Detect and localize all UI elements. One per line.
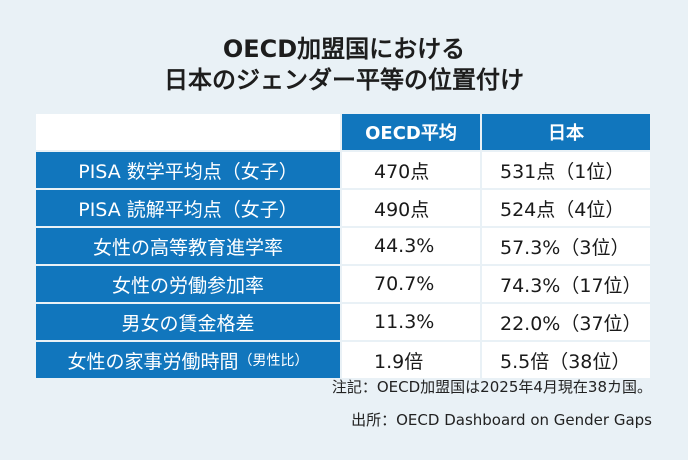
header-oecd-average: OECD平均	[340, 114, 480, 150]
table-row: PISA 数学平均点（女子） 470点 531点（1位）	[36, 152, 650, 190]
table-header-row: OECD平均 日本	[36, 114, 650, 152]
table-row: 男女の賃金格差 11.3% 22.0%（37位）	[36, 304, 650, 342]
row-label-text: 女性の労働参加率	[111, 274, 264, 297]
japan-value: 74.3%（17位）	[480, 266, 650, 302]
row-label-text: PISA 読解平均点（女子）	[78, 198, 298, 221]
row-label: 女性の労働参加率	[36, 266, 340, 302]
table-row: PISA 読解平均点（女子） 490点 524点（4位）	[36, 190, 650, 228]
row-label: 女性の家事労働時間 （男性比）	[36, 342, 340, 378]
footnote-note: 注記：OECD加盟国は2025年4月現在38カ国。	[331, 378, 652, 396]
row-label-text: PISA 数学平均点（女子）	[78, 160, 298, 183]
oecd-value: 470点	[340, 152, 480, 188]
row-label-text: 女性の高等教育進学率	[92, 236, 283, 259]
oecd-value: 44.3%	[340, 228, 480, 264]
japan-value: 531点（1位）	[480, 152, 650, 188]
table-row: 女性の高等教育進学率 44.3% 57.3%（3位）	[36, 228, 650, 266]
oecd-value: 490点	[340, 190, 480, 226]
header-japan: 日本	[480, 114, 650, 150]
row-label-text: 女性の家事労働時間	[67, 350, 239, 373]
row-label: 男女の賃金格差	[36, 304, 340, 340]
title-line-1: OECD加盟国における	[222, 35, 466, 63]
japan-value: 57.3%（3位）	[480, 228, 650, 264]
row-label: 女性の高等教育進学率	[36, 228, 340, 264]
table-row: 女性の労働参加率 70.7% 74.3%（17位）	[36, 266, 650, 304]
row-label: PISA 読解平均点（女子）	[36, 190, 340, 226]
oecd-value: 70.7%	[340, 266, 480, 302]
table-row: 女性の家事労働時間 （男性比） 1.9倍 5.5倍（38位）	[36, 342, 650, 378]
comparison-table: OECD平均 日本 PISA 数学平均点（女子） 470点 531点（1位） P…	[36, 114, 650, 378]
japan-value: 524点（4位）	[480, 190, 650, 226]
row-label-suffix: （男性比）	[238, 353, 309, 369]
japan-value: 22.0%（37位）	[480, 304, 650, 340]
row-label-text: 男女の賃金格差	[121, 312, 255, 335]
row-label: PISA 数学平均点（女子）	[36, 152, 340, 188]
oecd-value: 11.3%	[340, 304, 480, 340]
oecd-value: 1.9倍	[340, 342, 480, 378]
title-line-2: 日本のジェンダー平等の位置付け	[164, 66, 524, 94]
japan-value: 5.5倍（38位）	[480, 342, 650, 378]
header-blank-cell	[36, 114, 340, 150]
footnote-source: 出所：OECD Dashboard on Gender Gaps	[351, 411, 652, 429]
